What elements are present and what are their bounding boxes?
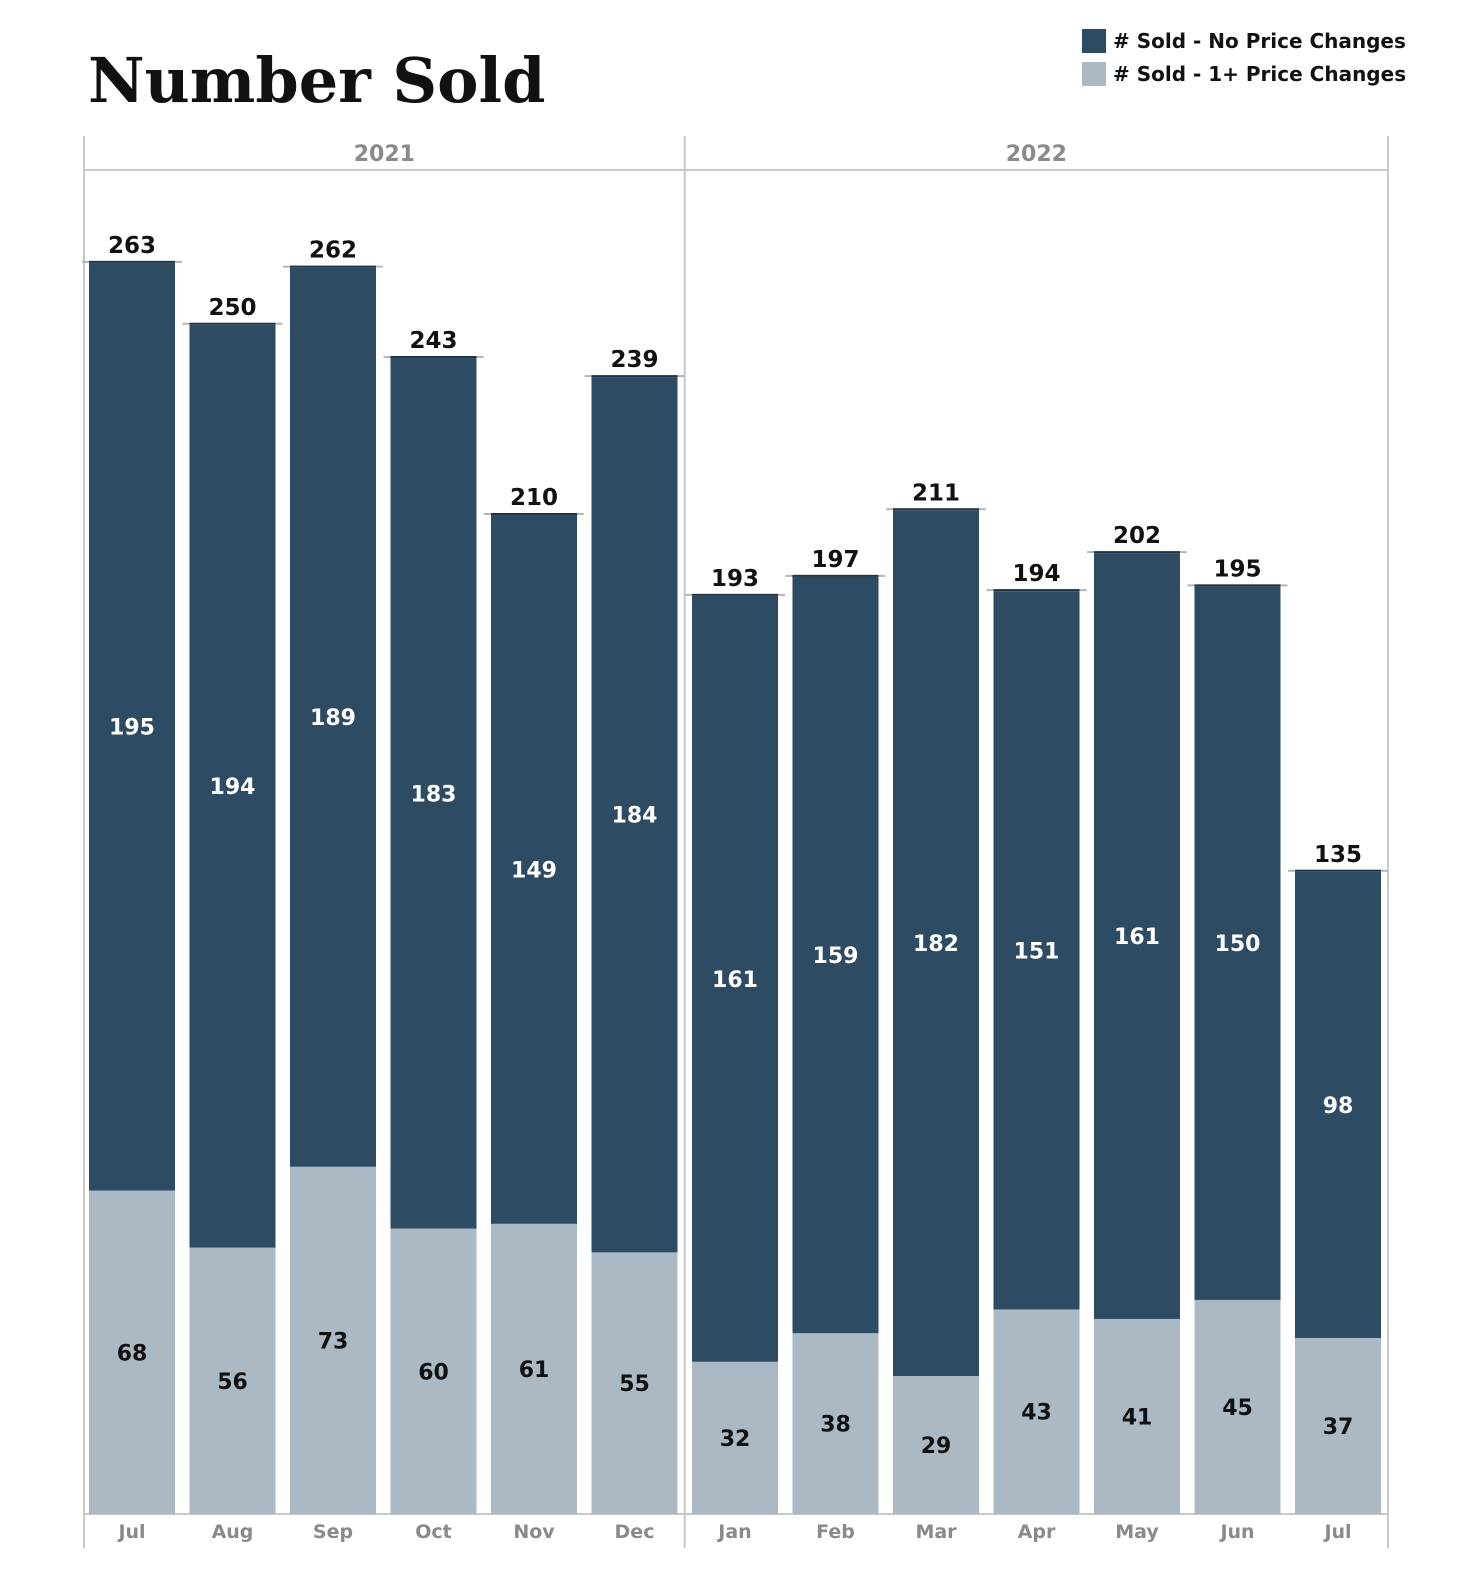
total-label: 210	[510, 485, 558, 511]
total-label: 243	[409, 328, 457, 354]
bar-no-price-changes-12	[1295, 871, 1381, 1338]
month-label-dec: Dec	[615, 1521, 655, 1543]
bar-price-changes-5	[591, 1252, 678, 1514]
segment-label-no-price-changes: 194	[210, 775, 256, 800]
bar-no-price-changes-10	[1094, 553, 1180, 1319]
bar-price-changes-11	[1194, 1299, 1281, 1514]
segment-label-price-changes: 45	[1222, 1396, 1253, 1421]
bar-price-changes-1	[189, 1247, 276, 1514]
segment-label-no-price-changes: 195	[109, 716, 155, 741]
year-labels: 2021 2022	[354, 142, 1067, 167]
bar-no-price-changes-4	[491, 515, 577, 1224]
month-label-may: May	[1115, 1521, 1159, 1543]
segment-label-no-price-changes: 161	[712, 968, 758, 993]
bar-price-changes-4	[491, 1223, 577, 1514]
segment-label-price-changes: 61	[519, 1358, 550, 1383]
bars: 263 195 68 250 194 56 262 189 73 243 183 60 210 149 61…	[82, 233, 1388, 1514]
total-label: 135	[1314, 842, 1362, 868]
segment-label-price-changes: 73	[318, 1329, 349, 1354]
chart-title: Number Sold	[88, 44, 545, 117]
segment-label-price-changes: 37	[1323, 1415, 1354, 1440]
total-label: 195	[1213, 556, 1261, 582]
total-label: 197	[811, 547, 859, 573]
segment-label-price-changes: 68	[117, 1341, 148, 1366]
month-label-jul: Jul	[116, 1521, 145, 1543]
legend-label-no-price-changes: # Sold - No Price Changes	[1113, 29, 1406, 53]
total-label: 202	[1113, 523, 1161, 549]
segment-label-price-changes: 41	[1122, 1405, 1153, 1430]
month-label-apr: Apr	[1018, 1521, 1056, 1543]
year-label-2022: 2022	[1006, 142, 1067, 167]
segment-label-no-price-changes: 149	[511, 858, 557, 883]
month-label-jul: Jul	[1322, 1521, 1351, 1543]
bar-no-price-changes-0	[89, 262, 175, 1191]
segment-label-no-price-changes: 151	[1014, 939, 1060, 964]
total-label: 239	[610, 347, 658, 373]
legend: # Sold - No Price Changes # Sold - 1+ Pr…	[1082, 29, 1406, 86]
segment-label-no-price-changes: 183	[411, 782, 457, 807]
month-label-nov: Nov	[513, 1521, 555, 1543]
bar-price-changes-2	[290, 1166, 376, 1514]
bar-price-changes-3	[390, 1228, 477, 1514]
total-label: 194	[1012, 561, 1060, 587]
legend-swatch-price-changes	[1082, 62, 1106, 86]
bar-no-price-changes-7	[792, 576, 879, 1334]
segment-label-price-changes: 56	[217, 1370, 248, 1395]
bar-no-price-changes-1	[189, 324, 276, 1248]
month-labels: Jul Aug Sep Oct Nov Dec Jan Feb Mar Apr May Jun Jul	[116, 1521, 1351, 1543]
bar-price-changes-9	[993, 1309, 1080, 1514]
segment-label-no-price-changes: 159	[813, 944, 859, 969]
bar-price-changes-12	[1295, 1337, 1381, 1514]
segment-label-no-price-changes: 98	[1323, 1094, 1354, 1119]
bar-price-changes-8	[893, 1376, 979, 1514]
bar-no-price-changes-9	[993, 591, 1080, 1310]
bar-price-changes-10	[1094, 1318, 1180, 1514]
total-label: 263	[108, 233, 156, 259]
bar-no-price-changes-5	[591, 377, 678, 1253]
bar-no-price-changes-11	[1194, 586, 1281, 1300]
bar-price-changes-0	[89, 1190, 175, 1514]
bar-price-changes-6	[692, 1361, 778, 1514]
segment-label-no-price-changes: 189	[310, 706, 356, 731]
segment-label-no-price-changes: 184	[612, 804, 658, 829]
month-label-aug: Aug	[212, 1521, 254, 1543]
segment-label-price-changes: 38	[820, 1413, 851, 1438]
month-label-oct: Oct	[415, 1521, 452, 1543]
bar-no-price-changes-8	[893, 510, 979, 1377]
month-label-sep: Sep	[313, 1521, 353, 1543]
segment-label-price-changes: 32	[720, 1427, 751, 1452]
month-label-mar: Mar	[915, 1521, 957, 1543]
segment-label-no-price-changes: 150	[1215, 932, 1261, 957]
segment-label-no-price-changes: 161	[1114, 925, 1160, 950]
segment-label-price-changes: 29	[921, 1434, 952, 1459]
year-label-2021: 2021	[354, 142, 415, 167]
total-label: 193	[711, 566, 759, 592]
legend-label-price-changes: # Sold - 1+ Price Changes	[1113, 62, 1406, 86]
total-label: 262	[309, 238, 357, 264]
total-label: 211	[912, 480, 960, 506]
segment-label-price-changes: 60	[418, 1360, 449, 1385]
legend-swatch-no-price-changes	[1082, 29, 1106, 53]
month-label-feb: Feb	[816, 1521, 855, 1543]
month-label-jun: Jun	[1218, 1521, 1254, 1543]
segment-label-price-changes: 55	[619, 1372, 650, 1397]
segment-label-price-changes: 43	[1021, 1401, 1052, 1426]
segment-label-no-price-changes: 182	[913, 932, 959, 957]
bar-no-price-changes-6	[692, 595, 778, 1362]
bar-no-price-changes-2	[290, 267, 376, 1167]
month-label-jan: Jan	[716, 1521, 751, 1543]
total-label: 250	[208, 295, 256, 321]
bar-price-changes-7	[792, 1333, 879, 1514]
bar-no-price-changes-3	[390, 358, 477, 1229]
